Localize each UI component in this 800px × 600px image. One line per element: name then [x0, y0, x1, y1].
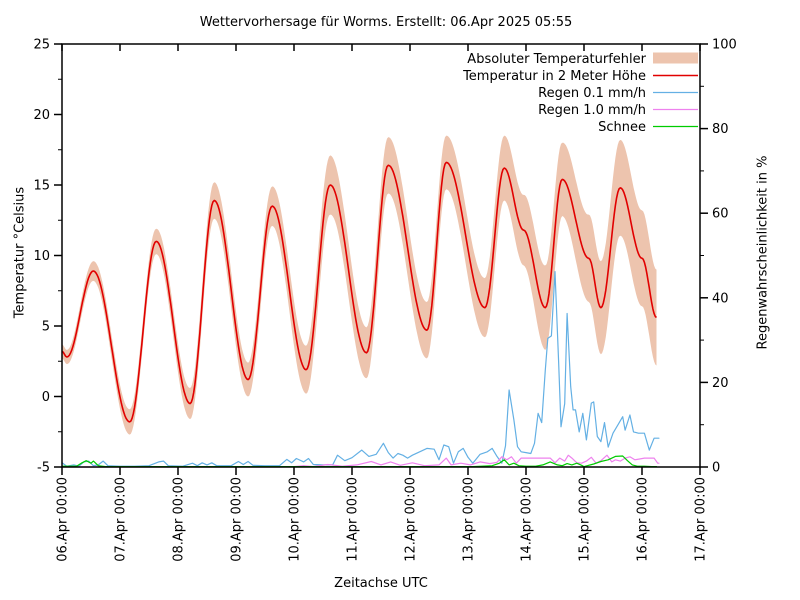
x-axis-tick-label: 12.Apr 00:00	[404, 477, 419, 562]
rain-10-line	[61, 454, 660, 468]
left-axis-tick-label: 5	[42, 320, 50, 335]
left-axis-title: Temperatur °Celsius	[12, 186, 28, 319]
x-axis-tick-label: 10.Apr 00:00	[288, 477, 303, 562]
x-axis-tick-label: 09.Apr 00:00	[230, 477, 245, 562]
left-axis-tick-label: 10	[33, 249, 50, 264]
left-axis-tick-label: 25	[33, 38, 50, 53]
left-axis-tick-label: 0	[42, 390, 50, 405]
x-axis-tick-label: 06.Apr 00:00	[56, 477, 71, 562]
rain-01-line	[61, 271, 660, 467]
left-axis-tick-label: -5	[37, 461, 50, 476]
legend-label: Absoluter Temperaturfehler	[467, 52, 646, 67]
x-axis-tick-label: 07.Apr 00:00	[114, 477, 129, 562]
x-axis-tick-label: 16.Apr 00:00	[636, 477, 651, 562]
temperature-line	[61, 161, 658, 423]
right-axis-tick-label: 0	[712, 461, 720, 476]
left-axis-tick-label: 20	[33, 108, 50, 123]
right-axis-tick-label: 40	[712, 291, 729, 306]
x-axis-tick-label: 13.Apr 00:00	[462, 477, 477, 562]
right-axis-tick-label: 20	[712, 376, 729, 391]
legend-label: Regen 1.0 mm/h	[538, 103, 646, 118]
x-axis-tick-label: 08.Apr 00:00	[172, 477, 187, 562]
snow-line	[61, 455, 658, 468]
legend-label: Regen 0.1 mm/h	[538, 86, 646, 101]
right-axis-tick-label: 100	[712, 38, 737, 53]
x-axis-tick-label: 17.Apr 00:00	[694, 477, 709, 562]
right-axis-tick-label: 80	[712, 122, 729, 137]
legend-label: Temperatur in 2 Meter Höhe	[462, 69, 646, 84]
legend-band-swatch	[653, 52, 698, 64]
right-axis-title: Regenwahrscheinlichkeit in %	[755, 155, 771, 350]
legend-label: Schnee	[598, 120, 646, 135]
x-axis-tick-label: 15.Apr 00:00	[578, 477, 593, 562]
right-axis-tick-label: 60	[712, 207, 729, 222]
x-axis-title: Zeitachse UTC	[334, 576, 428, 591]
x-axis-tick-label: 14.Apr 00:00	[520, 477, 535, 562]
x-axis-tick-label: 11.Apr 00:00	[346, 477, 361, 562]
temperature-error-band	[62, 135, 657, 435]
left-axis-tick-label: 15	[33, 179, 50, 194]
chart-title: Wettervorhersage für Worms. Erstellt: 06…	[199, 15, 573, 30]
